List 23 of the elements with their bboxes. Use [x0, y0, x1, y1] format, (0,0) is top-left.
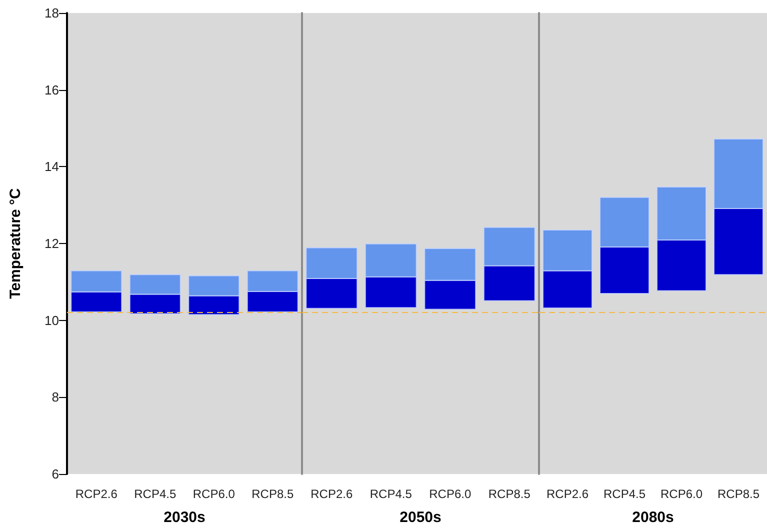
y-tick-label: 12: [44, 236, 59, 251]
y-tick-label: 14: [44, 159, 59, 174]
y-tick-label: 18: [44, 6, 59, 20]
x-tick-label: RCP2.6: [310, 487, 353, 501]
x-tick-label: RCP6.0: [429, 487, 472, 501]
x-tick-label: RCP8.5: [252, 487, 294, 501]
x-tick-label: RCP2.6: [546, 487, 589, 501]
x-axis-title: 2080s: [632, 509, 674, 526]
x-tick-label: RCP2.6: [75, 487, 118, 501]
y-tick-label: 10: [44, 312, 59, 328]
y-tick-label: 6: [52, 466, 59, 482]
y-tick-label: 8: [52, 390, 59, 405]
x-tick-label: RCP4.5: [370, 487, 412, 501]
x-axis-title: 2050s: [400, 509, 442, 526]
x-tick-label: RCP4.5: [603, 487, 646, 501]
y-tick-label: 16: [44, 82, 59, 98]
x-tick-label: RCP6.0: [192, 487, 236, 501]
x-tick-label: RCP8.5: [717, 487, 760, 501]
x-axis-title: 2030s: [164, 509, 206, 526]
x-tick-label: RCP4.5: [134, 487, 176, 501]
y-axis-title: Temperature °C: [7, 188, 24, 299]
x-tick-label: RCP8.5: [488, 487, 531, 501]
x-tick-label: RCP6.0: [660, 487, 703, 501]
